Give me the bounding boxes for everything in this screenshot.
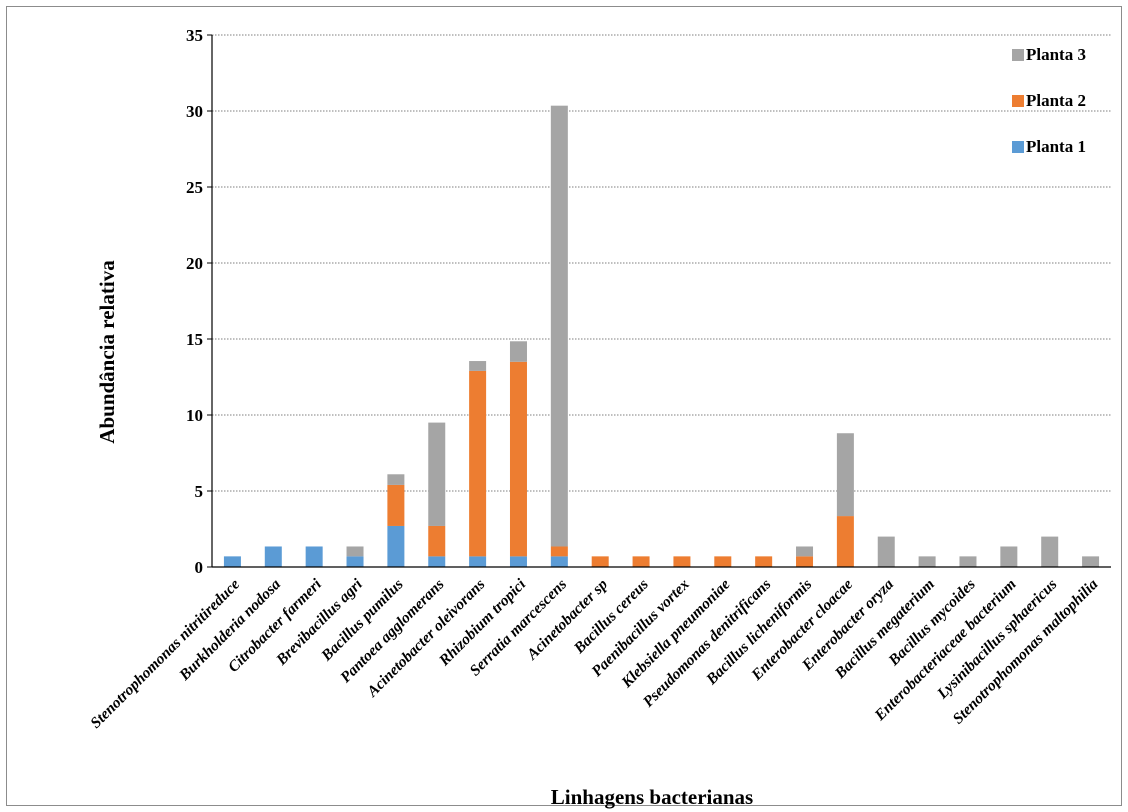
bar-planta-3 xyxy=(1000,546,1018,567)
bar-planta-3 xyxy=(877,536,895,567)
bar-planta-2 xyxy=(550,546,568,557)
bar-planta-3 xyxy=(959,556,977,567)
legend-label: Planta 3 xyxy=(1026,45,1086,64)
bar-planta-3 xyxy=(550,105,568,547)
legend-swatch xyxy=(1012,141,1024,153)
y-tick-label: 20 xyxy=(186,254,203,273)
bar-planta-2 xyxy=(714,556,732,567)
y-tick-label: 15 xyxy=(186,330,203,349)
bar-planta-2 xyxy=(755,556,773,567)
bar-planta-3 xyxy=(1082,556,1100,567)
y-tick-label: 0 xyxy=(195,558,204,577)
bar-planta-3 xyxy=(469,361,487,371)
legend-label: Planta 2 xyxy=(1026,91,1086,110)
y-axis-title: Abundância relativa xyxy=(95,260,119,444)
bar-planta-2 xyxy=(428,525,446,557)
legend-label: Planta 1 xyxy=(1026,137,1086,156)
bar-planta-3 xyxy=(346,546,364,557)
x-axis-title: Linhagens bacterianas xyxy=(551,785,753,809)
bar-planta-1 xyxy=(346,556,364,567)
bar-planta-3 xyxy=(836,433,854,517)
legend-swatch xyxy=(1012,95,1024,107)
bar-planta-1 xyxy=(509,556,527,567)
bar-planta-3 xyxy=(509,341,527,362)
bar-planta-1 xyxy=(469,556,487,567)
bar-planta-1 xyxy=(305,546,323,567)
y-tick-label: 10 xyxy=(186,406,203,425)
legend: Planta 3 Planta 2 Planta 1 xyxy=(1012,45,1086,156)
bar-planta-2 xyxy=(387,484,405,526)
axes xyxy=(207,34,1111,568)
bar-planta-2 xyxy=(591,556,609,567)
x-tick-label: Stenotrophomonas nitritireduce xyxy=(87,576,243,732)
x-tick-labels: Stenotrophomonas nitritireduceBurkholder… xyxy=(87,575,1101,732)
bar-planta-3 xyxy=(796,546,814,557)
bar-planta-3 xyxy=(387,474,405,485)
y-tick-label: 30 xyxy=(186,102,203,121)
legend-item-planta-2: Planta 2 xyxy=(1012,91,1086,110)
bar-planta-3 xyxy=(918,556,936,567)
bar-planta-3 xyxy=(1041,536,1059,567)
bar-planta-1 xyxy=(223,556,241,567)
bar-planta-2 xyxy=(469,370,487,557)
legend-item-planta-3: Planta 3 xyxy=(1012,45,1086,64)
y-tick-label: 25 xyxy=(186,178,203,197)
bar-planta-2 xyxy=(836,516,854,567)
bar-planta-2 xyxy=(509,361,527,557)
bar-planta-2 xyxy=(796,556,814,567)
bar-planta-2 xyxy=(632,556,650,567)
grid-lines xyxy=(212,34,1111,492)
bar-planta-1 xyxy=(264,546,282,567)
bar-planta-1 xyxy=(428,556,446,567)
y-tick-label: 5 xyxy=(195,482,204,501)
bar-planta-1 xyxy=(550,556,568,567)
bar-planta-2 xyxy=(673,556,691,567)
y-tick-labels: 0 5 10 15 20 25 30 35 xyxy=(186,26,203,577)
legend-swatch xyxy=(1012,49,1024,61)
bars xyxy=(223,105,1100,567)
y-tick-label: 35 xyxy=(186,26,203,45)
legend-item-planta-1: Planta 1 xyxy=(1012,137,1086,156)
bar-planta-3 xyxy=(428,422,446,526)
bar-planta-1 xyxy=(387,525,405,567)
